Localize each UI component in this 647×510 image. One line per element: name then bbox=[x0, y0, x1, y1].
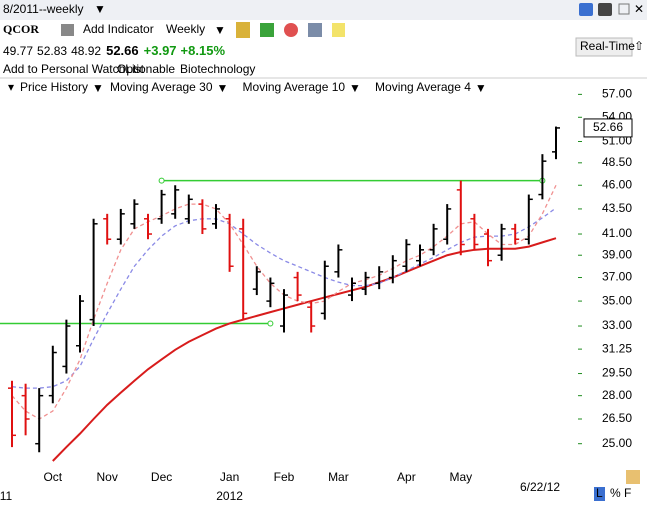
pencil-icon[interactable] bbox=[626, 470, 640, 484]
x-tick-label: Feb bbox=[274, 470, 295, 484]
x-tick-label: Mar bbox=[328, 470, 349, 484]
y-tick-label: 33.00 bbox=[602, 318, 632, 332]
window-title[interactable]: 8/2011--weekly bbox=[3, 2, 83, 16]
y-tick-label: 37.00 bbox=[602, 270, 632, 284]
x-tick-label: Nov bbox=[97, 470, 118, 484]
last-date: 6/22/12 bbox=[520, 480, 560, 494]
open: 49.77 bbox=[3, 44, 33, 58]
dropdown-arrow[interactable]: ▼ bbox=[94, 2, 106, 16]
real-time[interactable]: Real-Time bbox=[580, 39, 635, 53]
scale-buttons: L% F bbox=[594, 486, 631, 501]
icon-tv[interactable] bbox=[598, 3, 612, 16]
moving-average bbox=[52, 237, 557, 462]
legend-arrow: ▼ bbox=[92, 81, 104, 95]
y-tick-label: 39.00 bbox=[602, 247, 632, 261]
trend-handle bbox=[158, 177, 165, 184]
legend-item[interactable]: Moving Average 10 bbox=[243, 80, 346, 94]
y-tick-label: 48.50 bbox=[602, 155, 632, 169]
legend-item[interactable]: Price History bbox=[20, 80, 88, 94]
legend-arrow: ▼ bbox=[349, 81, 361, 95]
last-price: 52.66 bbox=[593, 120, 623, 134]
y-tick-label: 25.00 bbox=[602, 436, 632, 450]
real-time-button[interactable] bbox=[575, 37, 633, 57]
legend-check: ▾ bbox=[8, 80, 14, 94]
last-price-box bbox=[583, 118, 633, 138]
scale-button[interactable]: % bbox=[610, 486, 621, 500]
x-tick-label: May bbox=[449, 470, 472, 484]
period-arrow[interactable]: ▼ bbox=[214, 23, 226, 37]
y-tick-label: 31.25 bbox=[602, 341, 632, 355]
x-tick-label: Dec bbox=[151, 470, 172, 484]
y-tick-label: 28.00 bbox=[602, 388, 632, 402]
y-tick-label: 26.50 bbox=[602, 411, 632, 425]
year-label: 2012 bbox=[216, 489, 243, 503]
y-tick-label: 29.50 bbox=[602, 366, 632, 380]
legend-item[interactable]: Moving Average 30 bbox=[110, 80, 213, 94]
x-tick-label: Apr bbox=[397, 470, 416, 484]
y-tick-label: 41.00 bbox=[602, 226, 632, 240]
legend-arrow: ▼ bbox=[475, 81, 487, 95]
scale-button-active bbox=[594, 487, 605, 501]
up-arrow: ⇧ bbox=[634, 39, 644, 53]
change: +3.97 bbox=[144, 43, 177, 58]
x-tick-label: Oct bbox=[43, 470, 62, 484]
printer-icon[interactable] bbox=[61, 24, 74, 36]
symbol[interactable]: QCOR bbox=[3, 22, 39, 36]
tool-icon[interactable] bbox=[236, 22, 250, 38]
low: 48.92 bbox=[71, 44, 101, 58]
title-bar bbox=[0, 0, 647, 20]
icon-s[interactable] bbox=[579, 3, 593, 16]
industry[interactable]: Biotechnology bbox=[180, 62, 255, 76]
header bbox=[0, 20, 647, 80]
quote-line: 49.77 52.83 48.92 52.66 +3.97 +8.15% bbox=[3, 43, 225, 58]
trend-handle bbox=[267, 320, 274, 327]
legend-item[interactable]: Moving Average 4 bbox=[375, 80, 471, 94]
icon-restore[interactable] bbox=[618, 3, 630, 15]
legend: ▾ Price History ▼ Moving Average 30 ▼ Moving … bbox=[8, 80, 487, 95]
y-tick-label: 46.00 bbox=[602, 177, 632, 191]
last: 52.66 bbox=[106, 43, 139, 58]
scale-button[interactable]: F bbox=[624, 486, 631, 500]
year-label: 11 bbox=[0, 489, 13, 503]
y-tick-label: 43.50 bbox=[602, 201, 632, 215]
add-indicator[interactable]: Add Indicator bbox=[83, 22, 154, 36]
icon-close[interactable]: ✕ bbox=[634, 2, 644, 16]
high: 52.83 bbox=[37, 44, 67, 58]
note-icon[interactable] bbox=[332, 23, 345, 37]
optionable: Optionable bbox=[117, 62, 175, 76]
bar-icon[interactable] bbox=[260, 23, 274, 37]
x-tick-label: Jan bbox=[220, 470, 239, 484]
clock-icon[interactable] bbox=[284, 23, 298, 37]
scale-button[interactable]: L bbox=[596, 486, 603, 500]
watchlist[interactable]: Add to Personal WatchList bbox=[3, 62, 145, 76]
period[interactable]: Weekly bbox=[166, 22, 205, 36]
change-pct: +8.15% bbox=[181, 43, 226, 58]
y-tick-label: 35.00 bbox=[602, 293, 632, 307]
y-tick-label: 57.00 bbox=[602, 87, 632, 101]
grid-icon[interactable] bbox=[308, 23, 322, 37]
legend-arrow: ▼ bbox=[217, 81, 229, 95]
